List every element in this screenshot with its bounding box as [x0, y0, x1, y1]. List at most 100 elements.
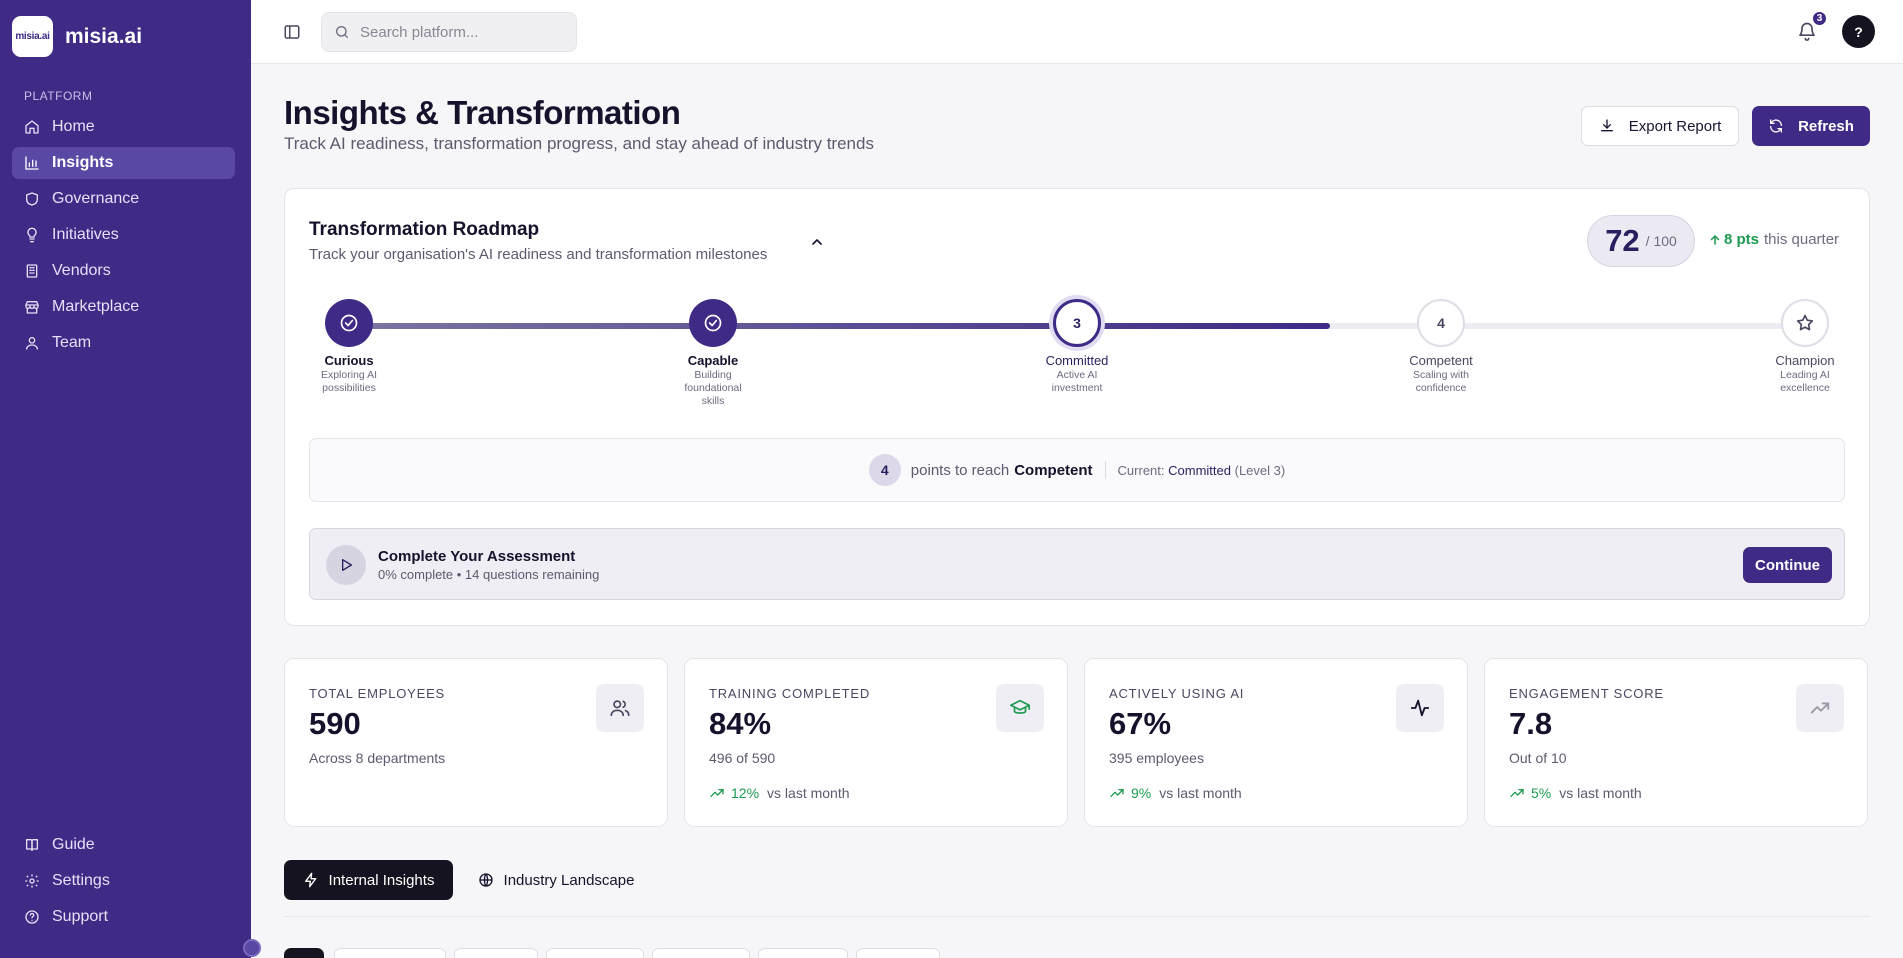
play-button[interactable]: [326, 545, 366, 585]
trending-up-icon: [1510, 789, 1524, 797]
refresh-button[interactable]: Refresh: [1752, 106, 1870, 146]
shield-icon: [26, 192, 38, 206]
divider: [1104, 461, 1106, 479]
stage-curious[interactable]: Curious Exploring AI possibilities: [299, 299, 399, 395]
stat-label: ENGAGEMENT SCORE: [1509, 686, 1664, 701]
activity-icon: [1410, 699, 1430, 717]
stat-trend: 5% vs last month: [1509, 785, 1642, 801]
help-button[interactable]: ?: [1842, 15, 1875, 48]
stat-value: 67%: [1109, 706, 1172, 741]
sidebar-item-label: Support: [52, 908, 109, 925]
current-level: Current: Committed (Level 3): [1118, 463, 1286, 478]
sub-tab[interactable]: [334, 948, 446, 958]
continue-button[interactable]: Continue: [1743, 547, 1832, 583]
stat-card-training-completed: TRAINING COMPLETED 84% 496 of 590 12% vs…: [684, 658, 1068, 827]
sidebar-item-label: Marketplace: [52, 298, 140, 315]
lightbulb-icon: [27, 227, 37, 243]
search-input[interactable]: [360, 23, 560, 41]
help-circle-icon: [25, 910, 39, 924]
sidebar-item-home[interactable]: Home: [12, 111, 235, 143]
sidebar-item-settings[interactable]: Settings: [12, 865, 235, 897]
assessment-banner: Complete Your Assessment 0% complete • 1…: [309, 528, 1845, 600]
sidebar-item-label: Initiatives: [52, 226, 119, 243]
refresh-label: Refresh: [1798, 117, 1854, 135]
star-icon: [1796, 314, 1814, 331]
sidebar-item-guide[interactable]: Guide: [12, 829, 235, 861]
sidebar-item-marketplace[interactable]: Marketplace: [12, 291, 235, 323]
sidebar-toggle-icon[interactable]: [283, 23, 301, 41]
stat-subtext: Across 8 departments: [309, 750, 446, 766]
tabs-divider: [284, 916, 1870, 917]
stage-name: Capable: [687, 353, 739, 368]
zap-icon: [304, 872, 316, 888]
stage-description: Leading AI excellence: [1780, 369, 1830, 394]
sidebar-item-initiatives[interactable]: Initiatives: [12, 219, 235, 251]
roadmap-progress-fill: [349, 323, 1331, 329]
score-delta: 8 pts this quarter: [1709, 231, 1839, 248]
search-icon: [336, 26, 348, 38]
sidebar-item-support[interactable]: Support: [12, 901, 235, 933]
globe-icon: [478, 873, 493, 887]
trend-percent: 12%: [731, 785, 760, 801]
arrow-up-icon: [1710, 234, 1720, 245]
trend-text: vs last month: [1159, 785, 1242, 801]
sidebar-bottom-nav: Guide Settings Support: [12, 829, 235, 937]
sidebar-item-team[interactable]: Team: [12, 327, 235, 359]
sub-tab[interactable]: [284, 948, 324, 958]
current-level-suffix: (Level 3): [1234, 462, 1286, 478]
sidebar-item-vendors[interactable]: Vendors: [12, 255, 235, 287]
book-icon: [26, 839, 38, 851]
stage-committed[interactable]: 3 Committed Active AI investment: [1027, 299, 1127, 395]
store-icon: [25, 301, 39, 314]
stage-name: Committed: [1045, 353, 1109, 368]
delta-suffix: this quarter: [1764, 231, 1840, 248]
sidebar-nav: Home Insights Governance Initiatives Ven…: [12, 111, 235, 363]
sub-tab[interactable]: [454, 948, 538, 958]
sub-tab[interactable]: [758, 948, 848, 958]
assessment-title: Complete Your Assessment: [378, 548, 576, 565]
sub-tab[interactable]: [546, 948, 644, 958]
sidebar-item-label: Vendors: [52, 262, 111, 279]
logo: misia.ai: [12, 16, 53, 57]
stage-name: Competent: [1409, 353, 1473, 368]
stage-competent[interactable]: 4 Competent Scaling with confidence: [1391, 299, 1491, 395]
trend-text: vs last month: [767, 785, 850, 801]
stat-value: 590: [309, 706, 361, 741]
score-value: 72: [1605, 223, 1640, 258]
tab-label: Industry Landscape: [503, 871, 635, 889]
sidebar-item-label: Home: [52, 118, 95, 135]
trend-text: vs last month: [1559, 785, 1642, 801]
assessment-progress: 0% complete • 14 questions remaining: [378, 567, 600, 582]
chevron-up-icon[interactable]: [809, 234, 825, 250]
sidebar-item-label: Insights: [52, 154, 114, 171]
current-level-prefix: Current:: [1117, 462, 1165, 478]
sidebar-item-insights[interactable]: Insights: [12, 147, 235, 179]
current-level-name: Committed: [1168, 462, 1231, 478]
sidebar: misia.ai misia.ai PLATFORM Home Insights…: [0, 0, 261, 958]
roadmap-title: Transformation Roadmap: [309, 219, 540, 240]
export-report-label: Export Report: [1628, 117, 1722, 135]
roadmap-subtitle: Track your organisation's AI readiness a…: [309, 246, 768, 263]
check-circle-icon: [704, 314, 722, 332]
brand[interactable]: misia.ai misia.ai: [12, 16, 142, 57]
sub-tab[interactable]: [856, 948, 940, 958]
trend-percent: 5%: [1531, 785, 1552, 801]
stage-description: Building foundational skills: [684, 369, 742, 407]
home-icon: [25, 120, 39, 134]
stat-value: 84%: [709, 706, 772, 741]
tab-internal-insights[interactable]: Internal Insights: [284, 860, 453, 900]
sidebar-item-governance[interactable]: Governance: [12, 183, 235, 215]
stage-capable[interactable]: Capable Building foundational skills: [663, 299, 763, 408]
sub-tab[interactable]: [652, 948, 750, 958]
check-circle-icon: [340, 314, 358, 332]
stage-champion[interactable]: Champion Leading AI excellence: [1755, 299, 1855, 395]
tab-label: Internal Insights: [328, 871, 435, 889]
points-text: points to reach: [910, 461, 1010, 479]
export-report-button[interactable]: Export Report: [1581, 106, 1739, 146]
points-to-next-level: 4 points to reach Competent Current: Com…: [309, 438, 1845, 502]
bell-icon[interactable]: [1797, 21, 1817, 41]
sidebar-resize-handle[interactable]: [243, 939, 261, 957]
tab-industry-landscape[interactable]: Industry Landscape: [466, 860, 646, 900]
stat-subtext: 395 employees: [1109, 750, 1204, 766]
gear-icon: [25, 874, 39, 888]
